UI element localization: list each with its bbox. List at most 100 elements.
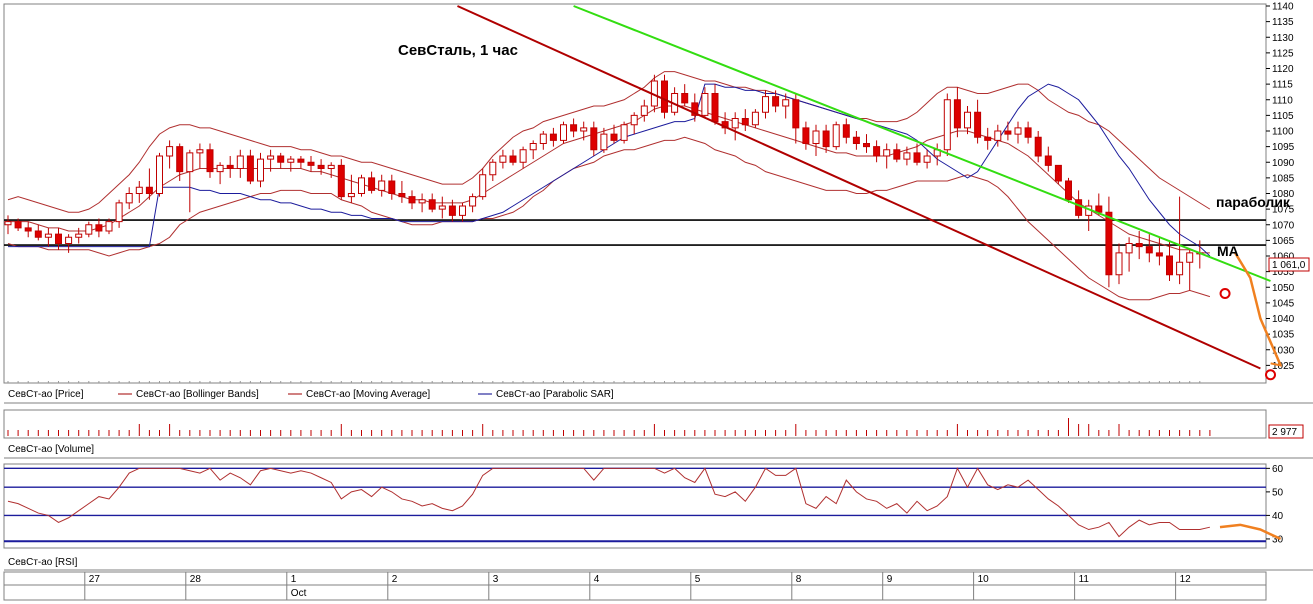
candle-body	[438, 205, 446, 210]
price-y-tick-label: 1060	[1272, 252, 1295, 263]
candle	[469, 193, 477, 213]
candle	[1186, 249, 1194, 291]
price-y-axis: 1025 1030 1035 1040 1045 1050 1055 1060 1065 1070…	[7, 2, 1295, 383]
candle-body	[570, 124, 578, 132]
candle	[287, 156, 295, 172]
candle	[1014, 121, 1022, 144]
trendlines	[457, 5, 1271, 370]
candle	[337, 159, 345, 200]
forecast-arrow-head	[1270, 355, 1283, 367]
last-price-tag: 1 061,0	[1268, 257, 1310, 272]
candle	[751, 109, 759, 128]
price-y-tick-label: 1100	[1272, 127, 1294, 138]
candle-body	[388, 180, 396, 194]
legend-entry: СевСт-ао [Price]	[8, 389, 84, 400]
candle	[267, 149, 275, 172]
candle	[24, 221, 32, 238]
candle	[196, 143, 204, 169]
candle	[1105, 196, 1113, 288]
candle-body	[852, 136, 860, 144]
candle	[802, 121, 810, 150]
candle-body	[1014, 127, 1022, 135]
candle-body	[448, 205, 456, 216]
candle-body	[519, 149, 527, 163]
price-y-tick-label: 1105	[1272, 111, 1294, 122]
candle	[368, 171, 376, 194]
candle	[317, 159, 325, 175]
candle-body	[368, 177, 376, 191]
candle	[590, 121, 598, 156]
rsi-forecast	[1219, 523, 1282, 541]
volume-legend: СевСт-ао [Volume]	[8, 444, 94, 455]
rsi-legend: СевСт-ао [RSI]	[8, 557, 78, 568]
candle	[519, 146, 527, 169]
candle	[398, 181, 406, 203]
candle-body	[630, 114, 638, 126]
candle-body	[681, 93, 689, 104]
legend-entry: СевСт-ао [Parabolic SAR]	[496, 389, 614, 400]
candle-body	[1024, 127, 1032, 138]
price-y-tick-label: 1045	[1272, 298, 1295, 309]
price-panel-frame	[3, 3, 1267, 384]
bollinger-upper-line	[7, 71, 1211, 213]
candle-body	[479, 174, 487, 198]
candle	[75, 227, 83, 244]
horizontal-levels	[4, 219, 1266, 246]
candle-body	[327, 164, 335, 169]
candle	[499, 149, 507, 169]
candle-body	[590, 127, 598, 151]
candle-body	[600, 133, 608, 151]
candle	[1145, 234, 1153, 263]
parabolic-annotation: параболик	[1216, 194, 1291, 210]
candle	[1125, 237, 1133, 272]
candle	[822, 124, 830, 153]
rsi-line	[7, 467, 1211, 538]
candle-body	[105, 221, 113, 232]
day-label: 3	[493, 574, 499, 585]
candle	[1034, 131, 1042, 163]
candle	[610, 124, 618, 144]
candle-body	[610, 133, 618, 141]
candle-body	[953, 99, 961, 129]
candle-body	[509, 155, 517, 163]
candle	[842, 118, 850, 144]
green-trendline	[573, 5, 1271, 282]
candle-body	[135, 186, 143, 194]
candle-body	[782, 99, 790, 107]
candle	[428, 193, 436, 213]
parabolic-sar-line	[8, 83, 1211, 257]
day-label: 5	[695, 574, 701, 585]
volume-panel-frame	[3, 409, 1267, 439]
day-label: 27	[89, 574, 101, 585]
candle	[731, 112, 739, 141]
candle	[913, 143, 921, 166]
candle-body	[1105, 211, 1113, 276]
month-label: Oct	[291, 588, 307, 599]
candle-body	[428, 199, 436, 210]
candle	[277, 152, 285, 169]
candle-body	[1004, 130, 1012, 135]
candle-body	[469, 196, 477, 207]
candle-body	[832, 124, 840, 148]
candle	[1176, 196, 1184, 285]
day-label: 10	[978, 574, 990, 585]
candle	[661, 74, 668, 119]
day-label: 1	[291, 574, 297, 585]
candle-body	[1166, 255, 1173, 276]
candle-body	[620, 124, 628, 141]
candle	[782, 93, 790, 119]
bollinger-lower-line	[7, 136, 1211, 301]
candle-body	[166, 146, 174, 157]
candle	[257, 152, 264, 188]
candle-body	[44, 233, 52, 238]
candle	[953, 87, 961, 138]
candle-body	[549, 133, 557, 141]
day-label: 28	[190, 574, 202, 585]
candle	[539, 131, 547, 150]
candle	[459, 202, 466, 222]
candle	[156, 152, 163, 197]
candle	[762, 90, 769, 119]
candle	[620, 121, 628, 144]
candle-body	[701, 93, 709, 116]
candle-body	[792, 99, 800, 129]
